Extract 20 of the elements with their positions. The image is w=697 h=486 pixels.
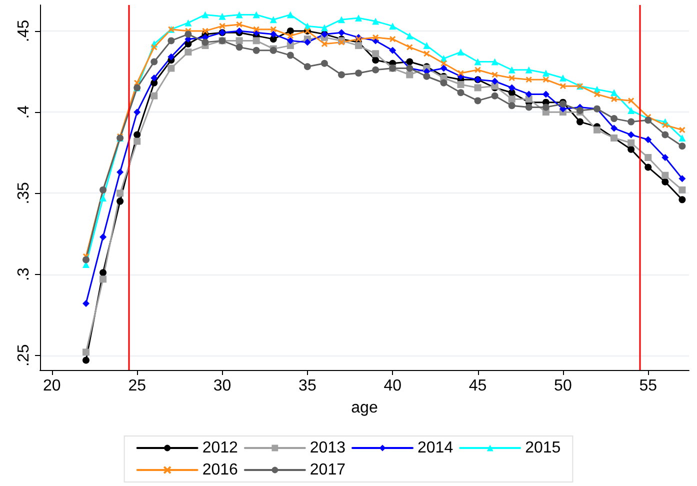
legend-label: 2015 (525, 440, 561, 456)
y-tick-label: .3 (16, 268, 32, 281)
x-tick-label: 40 (384, 378, 402, 394)
legend-label: 2013 (310, 440, 346, 456)
y-tick-label: .25 (16, 344, 32, 367)
y-tick-label: .45 (16, 20, 32, 42)
x-tick-label: 25 (128, 378, 146, 394)
legend-label: 2014 (418, 440, 454, 456)
legend-label: 2012 (202, 440, 238, 456)
x-tick-label: 50 (554, 378, 572, 394)
legend-label: 2017 (310, 462, 346, 478)
x-tick-label: 20 (43, 378, 61, 394)
y-tick-label: .4 (16, 105, 32, 119)
x-tick-label: 30 (213, 378, 232, 394)
x-tick-label: 45 (468, 378, 487, 394)
y-tick-label: .35 (16, 182, 32, 204)
x-tick-label: 55 (639, 378, 658, 394)
x-axis-title: age (351, 400, 378, 416)
x-tick-label: 35 (298, 378, 316, 394)
legend-label: 2016 (202, 462, 238, 478)
